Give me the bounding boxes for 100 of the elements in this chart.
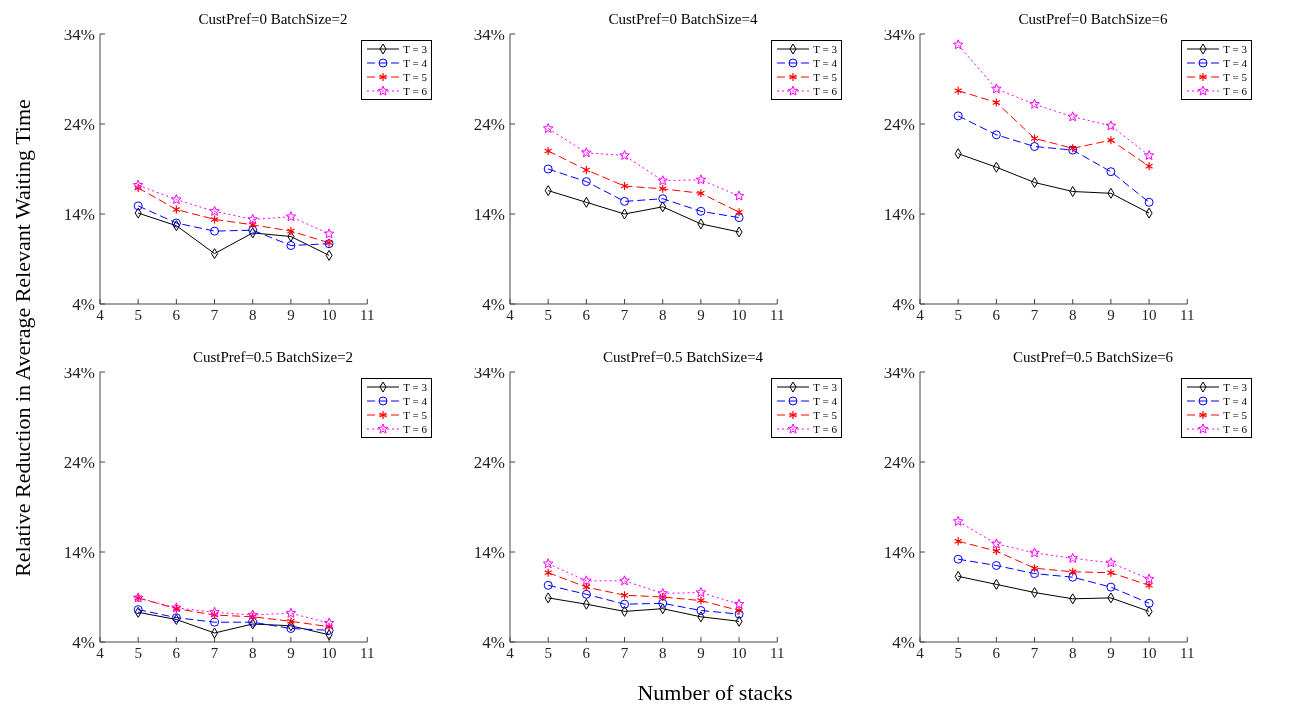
y-tick-label: 14%: [63, 543, 95, 563]
x-tick-label: 7: [210, 306, 219, 323]
x-tick-label: 5: [544, 306, 552, 323]
point: [1030, 142, 1040, 151]
x-tick-label: 6: [582, 644, 591, 661]
x-tick-label: 7: [620, 306, 629, 323]
point: [991, 561, 1001, 570]
point: [734, 609, 744, 619]
point: [544, 568, 553, 578]
legend-label: T = 6: [813, 423, 837, 435]
x-tick-label: 10: [731, 644, 747, 661]
x-tick-label: 6: [992, 644, 1001, 661]
point: [171, 218, 181, 228]
y-tick-label: 24%: [883, 115, 915, 135]
point: [542, 123, 554, 134]
chart-title: CustPref=0.5 BatchSize=6: [1012, 349, 1174, 365]
point: [1144, 598, 1154, 608]
point: [695, 587, 707, 598]
x-tick-label: 8: [1068, 306, 1077, 323]
y-tick-label: 24%: [63, 453, 95, 473]
x-tick-label: 4: [96, 644, 105, 661]
y-tick-label: 4%: [72, 633, 95, 653]
point: [696, 188, 705, 198]
x-tick-label: 5: [544, 644, 552, 661]
y-tick-label: 14%: [473, 543, 505, 563]
point: [696, 606, 706, 615]
y-axis-title: Relative Reduction in Average Relevant Waiting Time: [10, 99, 36, 577]
x-tick-label: 11: [770, 644, 785, 661]
y-tick-label: 24%: [883, 453, 915, 473]
point: [1106, 167, 1116, 177]
chart-title: CustPref=0.5 BatchSize=4: [602, 349, 764, 365]
point: [1105, 120, 1117, 131]
x-tick-label: 5: [134, 644, 142, 661]
point: [1106, 568, 1115, 578]
y-tick-label: 4%: [72, 295, 95, 315]
point: [286, 624, 296, 633]
point: [733, 598, 745, 609]
x-tick-label: 4: [916, 644, 925, 661]
y-tick-label: 14%: [883, 543, 915, 563]
point: [658, 184, 667, 194]
point: [285, 211, 297, 222]
legend-label: T = 4: [1223, 57, 1247, 69]
x-tick-label: 5: [954, 644, 962, 661]
point: [1068, 572, 1078, 582]
legend-label: T = 5: [813, 409, 837, 421]
x-tick-label: 10: [731, 306, 747, 323]
point: [695, 174, 707, 185]
x-tick-label: 9: [697, 306, 705, 323]
point: [132, 179, 144, 190]
x-tick-label: 6: [582, 306, 591, 323]
x-tick-label: 10: [321, 644, 337, 661]
y-tick-label: 24%: [473, 453, 505, 473]
point: [582, 582, 591, 592]
point: [657, 175, 668, 186]
point: [1031, 587, 1039, 598]
legend-label: T = 5: [813, 71, 837, 83]
x-tick-label: 10: [1141, 644, 1157, 661]
point: [209, 606, 220, 617]
chart-title: CustPref=0 BatchSize=2: [198, 11, 348, 27]
legend-label: T = 5: [1223, 409, 1247, 421]
point: [954, 536, 963, 546]
y-tick-label: 14%: [883, 205, 915, 225]
x-tick-label: 11: [770, 306, 785, 323]
x-tick-label: 9: [1107, 306, 1115, 323]
point: [134, 183, 143, 193]
point: [619, 150, 630, 161]
point: [696, 206, 706, 216]
point: [992, 97, 1001, 107]
chart-title: CustPref=0 BatchSize=6: [1018, 11, 1168, 27]
point: [658, 194, 668, 204]
legend-label: T = 6: [813, 85, 837, 97]
point: [991, 130, 1001, 140]
x-tick-label: 4: [96, 306, 105, 323]
point: [581, 147, 592, 158]
point: [658, 592, 667, 602]
y-tick-label: 24%: [63, 115, 95, 135]
point: [734, 213, 744, 223]
point: [543, 580, 553, 590]
point: [1029, 98, 1040, 109]
point: [1030, 569, 1040, 579]
point: [1106, 582, 1116, 592]
point: [1030, 133, 1039, 143]
point: [285, 607, 297, 618]
x-tick-label: 9: [287, 306, 295, 323]
point: [1030, 563, 1039, 573]
point: [953, 554, 963, 564]
x-tick-label: 11: [360, 644, 375, 661]
legend-label: T = 6: [1223, 423, 1247, 435]
point: [287, 231, 295, 242]
x-tick-label: 11: [1180, 306, 1195, 323]
x-tick-label: 9: [697, 644, 705, 661]
point: [323, 228, 335, 239]
point: [620, 181, 629, 191]
point: [210, 610, 219, 620]
x-tick-label: 6: [172, 306, 181, 323]
y-tick-label: 4%: [482, 295, 505, 315]
point: [734, 207, 744, 217]
chart-title: CustPref=0.5 BatchSize=2: [192, 349, 354, 365]
point: [620, 599, 630, 609]
point: [657, 587, 668, 598]
